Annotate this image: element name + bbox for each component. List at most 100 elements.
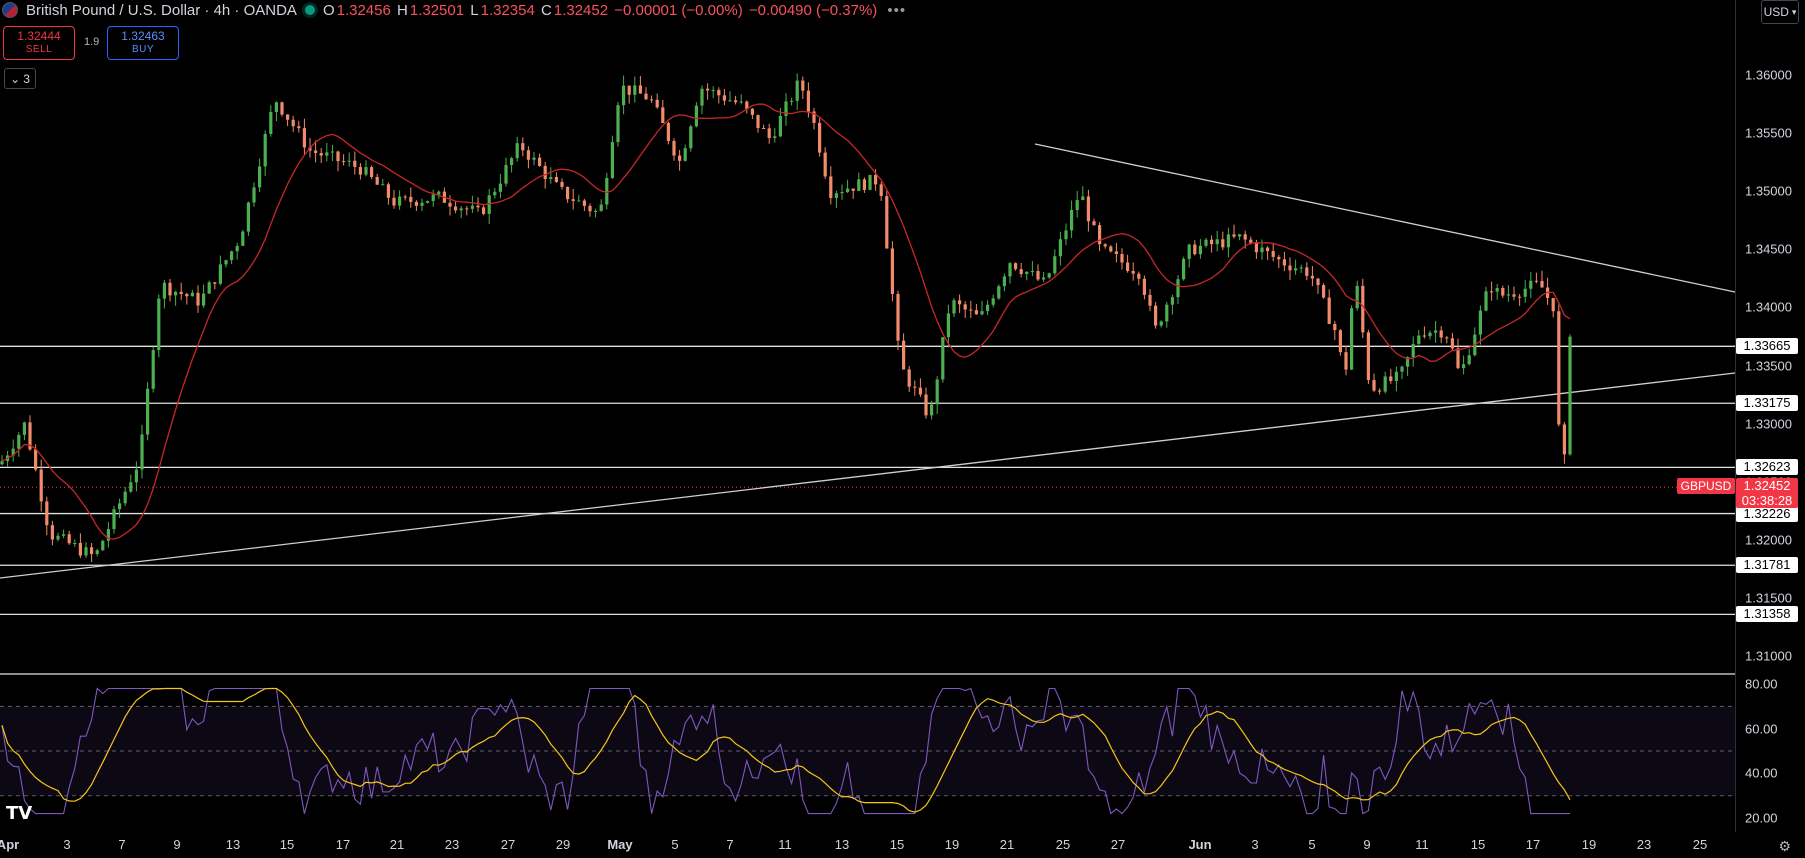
candle: [308, 147, 312, 151]
candle: [706, 88, 710, 91]
candle: [1361, 285, 1365, 333]
candle: [297, 126, 301, 129]
candle: [140, 434, 144, 470]
candle: [538, 157, 542, 166]
candle: [274, 102, 278, 112]
candle: [252, 187, 256, 203]
level-label: 1.33665: [1736, 338, 1798, 355]
candle: [1081, 196, 1085, 201]
buy-button[interactable]: 1.32463 BUY: [107, 26, 179, 60]
candle: [1254, 242, 1258, 253]
candle: [1243, 234, 1247, 240]
candle: [235, 245, 239, 252]
current-price: 1.32452: [1743, 478, 1791, 494]
candle: [582, 200, 586, 206]
date-tick: 23: [1636, 837, 1652, 852]
date-tick: 11: [778, 837, 792, 852]
currency-flag-icon: [2, 2, 18, 18]
candle: [1316, 278, 1320, 286]
price-tick: 1.31500: [1745, 590, 1792, 606]
symbol-title[interactable]: British Pound / U.S. Dollar · 4h · OANDA: [26, 1, 297, 19]
candle: [862, 179, 866, 190]
candle: [1562, 424, 1566, 455]
candle: [1322, 285, 1326, 298]
candle: [1226, 234, 1230, 248]
candle: [487, 195, 491, 214]
bar-change: −0.00001 (−0.00%): [614, 1, 743, 19]
candle: [846, 188, 850, 193]
candle: [700, 88, 704, 106]
tradingview-logo[interactable]: TV: [6, 803, 33, 824]
candle: [398, 196, 402, 206]
candle: [162, 282, 166, 299]
candle: [1154, 305, 1158, 326]
gear-icon[interactable]: ⚙: [1778, 838, 1791, 854]
level-label: 1.31781: [1736, 557, 1798, 574]
current-symbol-label: GBPUSD: [1677, 478, 1735, 495]
candle: [78, 542, 82, 556]
candle: [426, 200, 430, 203]
candle: [834, 193, 838, 198]
candle: [431, 194, 435, 201]
candle: [476, 205, 480, 208]
candle: [1232, 234, 1236, 237]
candle: [330, 151, 334, 153]
candle: [101, 540, 105, 551]
candle: [1568, 336, 1572, 455]
candle: [1019, 269, 1023, 275]
candle: [1170, 297, 1174, 305]
candle: [997, 286, 1001, 299]
date-tick: 11: [1415, 837, 1429, 852]
currency-select[interactable]: USD ▾: [1761, 0, 1799, 24]
candle: [0, 461, 4, 465]
candle: [616, 105, 620, 143]
candle: [106, 529, 110, 541]
candle: [1165, 304, 1169, 322]
candle: [498, 183, 502, 192]
candle: [386, 184, 390, 198]
candle: [1310, 275, 1314, 279]
candle: [1288, 265, 1292, 271]
candle: [1266, 247, 1270, 252]
candle: [1484, 291, 1488, 311]
date-tick: 27: [1110, 837, 1126, 852]
candle: [739, 101, 743, 103]
candle: [1215, 239, 1219, 245]
candle: [1058, 239, 1062, 257]
candle: [11, 448, 15, 456]
indicators-collapse-button[interactable]: ⌄ 3: [4, 68, 36, 89]
candle: [1350, 308, 1354, 370]
date-tick: 3: [63, 837, 71, 852]
candle: [1366, 332, 1370, 381]
candle: [375, 177, 379, 185]
candle: [969, 309, 973, 311]
date-tick: 13: [834, 837, 850, 852]
candle: [521, 143, 525, 151]
candle: [1434, 330, 1438, 333]
candle: [694, 105, 698, 127]
candle: [829, 176, 833, 198]
candle: [56, 535, 60, 540]
candle: [907, 369, 911, 387]
candle: [1338, 330, 1342, 353]
candle: [1495, 288, 1499, 292]
candle: [1534, 280, 1538, 282]
date-tick: Jun: [1188, 837, 1212, 852]
candle: [627, 85, 631, 95]
candle: [246, 202, 250, 232]
market-status-icon[interactable]: [304, 5, 315, 15]
candle: [879, 184, 883, 197]
candle: [1187, 244, 1191, 259]
more-options-icon[interactable]: •••: [887, 1, 907, 19]
candle: [1092, 221, 1096, 226]
price-tick: 1.32000: [1745, 532, 1792, 548]
candle: [1176, 279, 1180, 298]
chevron-down-icon: ▾: [1791, 6, 1797, 17]
candle: [1394, 371, 1398, 382]
date-tick: 29: [555, 837, 571, 852]
candle: [767, 128, 771, 139]
candle: [319, 153, 323, 156]
candle: [280, 102, 284, 115]
sell-button[interactable]: 1.32444 SELL: [3, 26, 75, 60]
